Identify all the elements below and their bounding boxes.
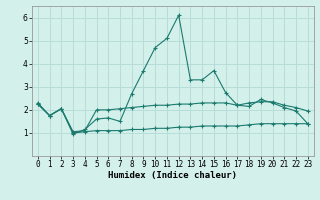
X-axis label: Humidex (Indice chaleur): Humidex (Indice chaleur) <box>108 171 237 180</box>
